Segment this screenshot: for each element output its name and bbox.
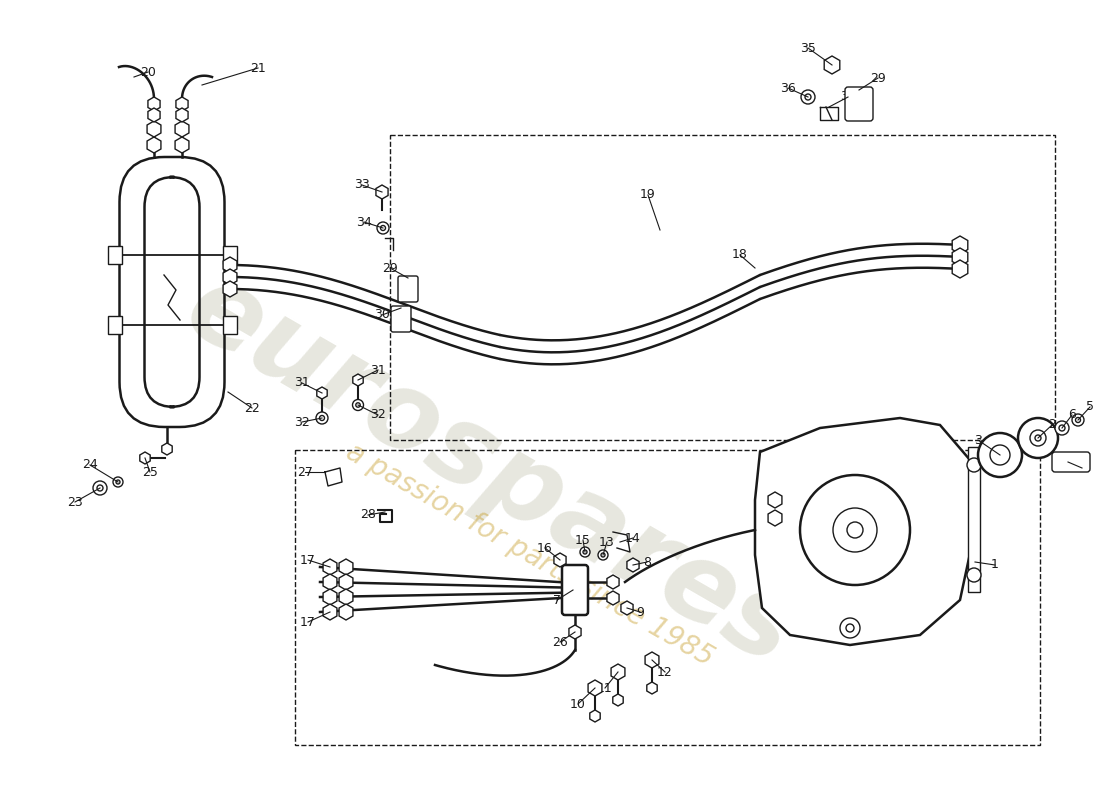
Circle shape: [805, 94, 811, 100]
Bar: [108, 316, 121, 334]
Text: 12: 12: [657, 666, 673, 678]
Text: 35: 35: [800, 42, 816, 54]
Circle shape: [601, 553, 605, 557]
Text: 7: 7: [553, 594, 561, 606]
Text: 5: 5: [1086, 401, 1094, 414]
Text: 28: 28: [360, 509, 376, 522]
Text: 36: 36: [780, 82, 796, 94]
Circle shape: [1055, 421, 1069, 435]
Text: 33: 33: [354, 178, 370, 191]
Circle shape: [967, 458, 981, 472]
Circle shape: [967, 568, 981, 582]
Text: 17: 17: [300, 554, 316, 566]
Circle shape: [352, 399, 363, 410]
Text: 10: 10: [570, 698, 586, 710]
Bar: [222, 316, 236, 334]
Text: 6: 6: [1068, 409, 1076, 422]
Text: 14: 14: [625, 531, 641, 545]
Bar: [968, 447, 980, 592]
Text: 25: 25: [142, 466, 158, 478]
Circle shape: [355, 402, 360, 407]
Circle shape: [800, 475, 910, 585]
Bar: [222, 246, 236, 264]
Circle shape: [840, 618, 860, 638]
Text: 29: 29: [382, 262, 398, 274]
Circle shape: [381, 226, 385, 230]
FancyBboxPatch shape: [390, 306, 411, 332]
Text: eurospares: eurospares: [167, 253, 813, 687]
Circle shape: [978, 433, 1022, 477]
Circle shape: [319, 415, 324, 421]
Polygon shape: [755, 418, 975, 645]
FancyBboxPatch shape: [845, 87, 873, 121]
Circle shape: [580, 547, 590, 557]
Text: 16: 16: [537, 542, 553, 554]
Text: 17: 17: [300, 615, 316, 629]
Circle shape: [1076, 418, 1080, 422]
Text: 27: 27: [297, 466, 312, 478]
Text: 22: 22: [244, 402, 260, 414]
Circle shape: [1072, 414, 1084, 426]
Text: 15: 15: [575, 534, 591, 546]
FancyBboxPatch shape: [1052, 452, 1090, 472]
Text: 23: 23: [67, 495, 82, 509]
Text: 32: 32: [294, 415, 310, 429]
Circle shape: [847, 522, 864, 538]
Circle shape: [116, 480, 120, 484]
Circle shape: [113, 477, 123, 487]
FancyBboxPatch shape: [398, 276, 418, 302]
Text: 19: 19: [640, 189, 656, 202]
Circle shape: [833, 508, 877, 552]
Text: 21: 21: [250, 62, 266, 74]
Bar: [295, 450, 1040, 745]
Text: 9: 9: [636, 606, 644, 618]
Text: 11: 11: [597, 682, 613, 694]
Text: 4: 4: [1078, 462, 1086, 474]
Text: 32: 32: [370, 409, 386, 422]
Circle shape: [990, 445, 1010, 465]
Circle shape: [1018, 418, 1058, 458]
Circle shape: [846, 624, 854, 632]
Circle shape: [1059, 425, 1065, 431]
Circle shape: [97, 485, 103, 491]
Text: 8: 8: [644, 555, 651, 569]
Text: 1: 1: [991, 558, 999, 571]
Bar: [108, 246, 121, 264]
Circle shape: [316, 412, 328, 424]
Circle shape: [801, 90, 815, 104]
Text: 30: 30: [374, 309, 389, 322]
Circle shape: [1030, 430, 1046, 446]
Text: 24: 24: [82, 458, 98, 471]
Circle shape: [583, 550, 587, 554]
FancyBboxPatch shape: [562, 565, 588, 615]
Circle shape: [377, 222, 389, 234]
Circle shape: [94, 481, 107, 495]
Text: 26: 26: [552, 635, 568, 649]
Bar: [390, 135, 1055, 440]
Text: 31: 31: [370, 363, 386, 377]
Circle shape: [1035, 435, 1041, 441]
Text: 32: 32: [840, 90, 856, 103]
Text: 3: 3: [975, 434, 982, 446]
Circle shape: [598, 550, 608, 560]
Text: 18: 18: [733, 249, 748, 262]
Text: 13: 13: [600, 535, 615, 549]
Text: 29: 29: [870, 71, 886, 85]
Text: 34: 34: [356, 215, 372, 229]
Text: 31: 31: [294, 377, 310, 390]
Text: a passion for parts since 1985: a passion for parts since 1985: [341, 438, 718, 672]
Text: 20: 20: [140, 66, 156, 78]
Text: 2: 2: [1048, 418, 1056, 431]
